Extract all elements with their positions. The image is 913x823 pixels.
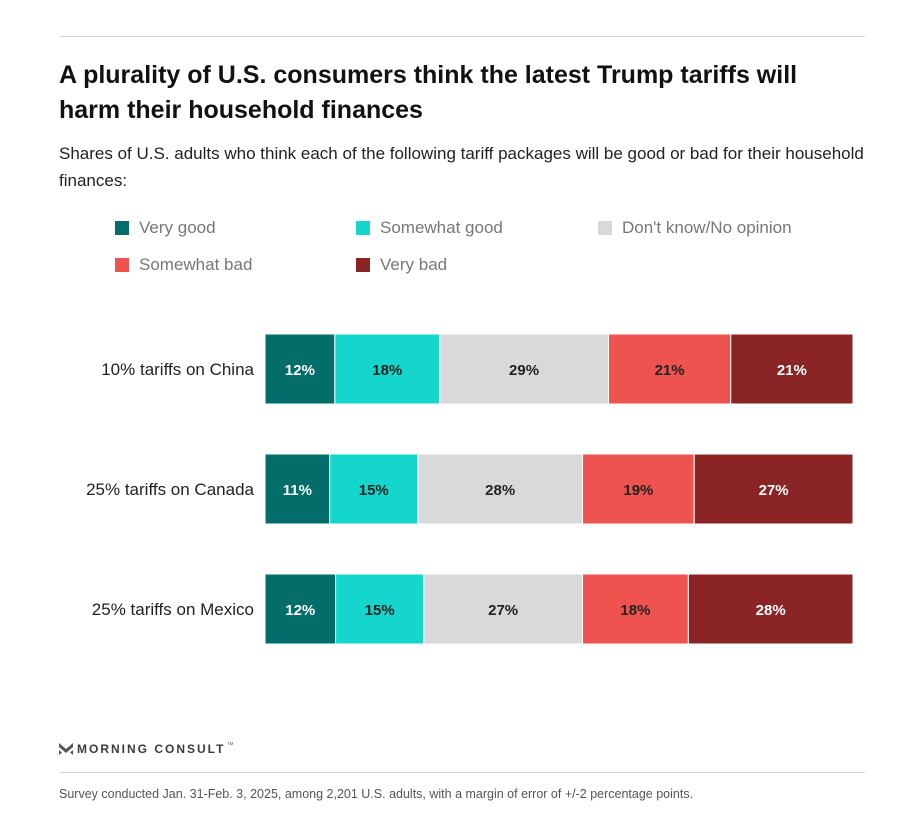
category-label-10-tariffs-on-china: 10% tariffs on China	[101, 360, 254, 379]
bar-segment-somewhat-bad-25-tariffs-on-canada	[582, 453, 695, 525]
legend-swatch-somewhat-bad	[115, 258, 129, 272]
bar-segment-very-bad-25-tariffs-on-mexico	[687, 573, 854, 645]
bar-segment-very-good-25-tariffs-on-mexico	[264, 573, 337, 645]
bar-segment-very-bad-25-tariffs-on-canada	[693, 453, 854, 525]
legend-item-dont-know: Don't know/No opinion	[598, 218, 792, 238]
top-divider	[59, 36, 865, 37]
legend-swatch-dont-know	[598, 221, 612, 235]
data-label-very-good-25-tariffs-on-canada: 11%	[283, 482, 312, 499]
bar-segment-very-good-25-tariffs-on-canada	[264, 453, 331, 525]
stacked-bar-chart: 10% tariffs on China 12% 18% 29% 21% 21% 25% t…	[86, 333, 854, 645]
brand-logo: MORNING CONSULT ™	[59, 742, 233, 756]
chart-subtitle: Shares of U.S. adults who think each of …	[59, 144, 864, 190]
data-label-somewhat-bad-25-tariffs-on-canada: 19%	[623, 482, 653, 499]
morning-consult-logo-icon	[59, 743, 73, 755]
legend-label-somewhat-bad: Somewhat bad	[139, 255, 253, 274]
bar-segment-somewhat-bad-25-tariffs-on-mexico	[582, 573, 689, 645]
bar-segment-very-good-10-tariffs-on-china	[264, 333, 336, 405]
legend-label-somewhat-good: Somewhat good	[380, 218, 503, 237]
data-label-don-t-know-no-opinion-25-tariffs-on-canada: 28%	[485, 482, 515, 499]
data-label-don-t-know-no-opinion-25-tariffs-on-mexico: 27%	[488, 602, 518, 619]
bar-segment-somewhat-good-25-tariffs-on-mexico	[335, 573, 425, 645]
data-label-very-bad-25-tariffs-on-canada: 27%	[759, 482, 789, 499]
legend-item-very-good: Very good	[115, 218, 216, 238]
chart-legend: Very good Somewhat good Don't know/No op…	[115, 218, 875, 288]
bottom-divider	[59, 772, 865, 773]
bar-segment-somewhat-bad-10-tariffs-on-china	[607, 333, 732, 405]
data-label-somewhat-good-25-tariffs-on-canada: 15%	[359, 482, 389, 499]
data-label-very-bad-25-tariffs-on-mexico: 28%	[756, 602, 786, 619]
legend-item-somewhat-bad: Somewhat bad	[115, 255, 252, 275]
legend-label-dont-know: Don't know/No opinion	[622, 218, 792, 237]
bar-segment-very-bad-10-tariffs-on-china	[730, 333, 854, 405]
legend-swatch-very-good	[115, 221, 129, 235]
category-label-25-tariffs-on-canada: 25% tariffs on Canada	[86, 480, 254, 499]
chart-title: A plurality of U.S. consumers think the …	[59, 61, 798, 124]
legend-swatch-somewhat-good	[356, 221, 370, 235]
legend-label-very-good: Very good	[139, 218, 216, 237]
legend-item-somewhat-good: Somewhat good	[356, 218, 503, 238]
data-label-somewhat-bad-25-tariffs-on-mexico: 18%	[620, 602, 650, 619]
data-label-somewhat-good-10-tariffs-on-china: 18%	[372, 362, 402, 379]
category-label-25-tariffs-on-mexico: 25% tariffs on Mexico	[92, 600, 254, 619]
brand-trademark: ™	[226, 741, 234, 749]
data-label-don-t-know-no-opinion-10-tariffs-on-china: 29%	[509, 362, 539, 379]
data-label-somewhat-good-25-tariffs-on-mexico: 15%	[365, 602, 395, 619]
legend-item-very-bad: Very bad	[356, 255, 447, 275]
data-label-very-good-10-tariffs-on-china: 12%	[285, 362, 315, 379]
brand-name: MORNING CONSULT	[77, 742, 226, 756]
bar-segment-don-t-know-no-opinion-10-tariffs-on-china	[439, 333, 609, 405]
bar-segment-somewhat-good-10-tariffs-on-china	[334, 333, 441, 405]
data-label-somewhat-bad-10-tariffs-on-china: 21%	[655, 362, 685, 379]
data-label-very-bad-10-tariffs-on-china: 21%	[777, 362, 807, 379]
legend-label-very-bad: Very bad	[380, 255, 448, 274]
footnote: Survey conducted Jan. 31-Feb. 3, 2025, a…	[59, 787, 694, 801]
data-label-very-good-25-tariffs-on-mexico: 12%	[285, 602, 315, 619]
legend-swatch-very-bad	[356, 258, 370, 272]
bar-segment-don-t-know-no-opinion-25-tariffs-on-mexico	[423, 573, 584, 645]
bar-segment-somewhat-good-25-tariffs-on-canada	[329, 453, 419, 525]
